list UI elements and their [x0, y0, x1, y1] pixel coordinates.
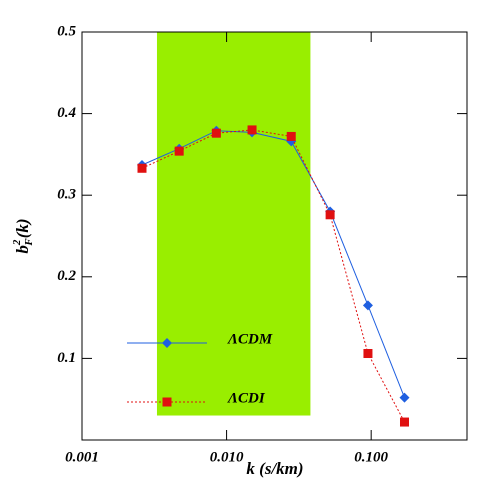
x-tick-label: 0.010 — [210, 449, 244, 465]
x-axis-label: k (s/km) — [246, 459, 303, 478]
x-tick-label: 0.001 — [65, 449, 99, 465]
marker — [325, 210, 335, 220]
y-label-sub: F — [23, 238, 35, 247]
y-tick-label: 0.2 — [57, 268, 76, 284]
series-line — [141, 129, 405, 423]
marker — [211, 128, 221, 138]
legend-label: ΛCDM — [227, 331, 273, 347]
highlight-band — [156, 32, 311, 416]
legend-marker — [162, 397, 172, 407]
y-tick-label: 0.4 — [57, 105, 76, 121]
marker — [137, 163, 147, 173]
x-tick-label: 0.100 — [354, 449, 388, 465]
marker — [363, 349, 373, 359]
y-tick-label: 0.1 — [57, 350, 76, 366]
marker — [399, 417, 409, 427]
plot-frame — [81, 31, 468, 441]
y-label-sup: 2 — [11, 239, 23, 246]
y-tick-label: 0.5 — [57, 23, 76, 39]
y-tick-label: 0.3 — [57, 187, 76, 203]
series-line — [141, 130, 405, 398]
marker — [174, 146, 184, 156]
y-axis-label: b2F(k) — [11, 218, 35, 253]
legend-marker — [162, 338, 172, 348]
marker — [286, 131, 296, 141]
marker — [399, 392, 410, 403]
y-label-arg: (k) — [13, 218, 32, 238]
legend-label: ΛCDI — [227, 390, 266, 406]
marker — [362, 300, 373, 311]
y-label-base: b — [13, 245, 32, 254]
marker — [247, 125, 257, 135]
